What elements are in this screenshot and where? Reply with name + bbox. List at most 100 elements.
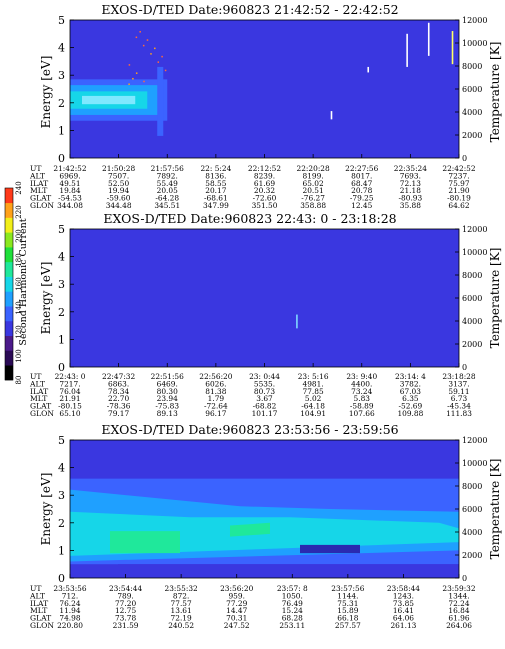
noise-point	[143, 80, 145, 83]
table-cell: 11.94	[59, 606, 80, 615]
noise-point	[128, 83, 130, 85]
floor	[118, 564, 459, 578]
table-cell: 872.	[173, 591, 189, 600]
panel-3-title: EXOS-D/TED Date:960823 23:53:56 - 23:59:…	[101, 422, 398, 437]
band-level-4	[230, 522, 270, 537]
table-cell: -59.60	[107, 194, 131, 203]
table-cell: 712.	[62, 591, 78, 600]
y-tick-label: 1	[58, 544, 65, 557]
y-tick-label: 1	[58, 333, 65, 346]
table-cell: 358.88	[300, 201, 326, 210]
table-cell: 253.11	[279, 621, 305, 630]
table-cell: 7892.	[157, 171, 178, 180]
table-cell: 22:20:28	[297, 164, 330, 173]
y-tick-label: 3	[58, 489, 65, 502]
y2-tick-label: 4000	[462, 108, 482, 117]
table-cell: 3782.	[400, 379, 421, 388]
panel-3: EXOS-D/TED Date:960823 23:53:56 - 23:59:…	[29, 422, 502, 630]
table-cell: -68.61	[204, 194, 228, 203]
table-cell: 23:55:32	[165, 584, 198, 593]
y-tick-label: 1	[58, 124, 65, 137]
table-cell: 21.90	[448, 186, 469, 195]
table-cell: 789.	[117, 591, 133, 600]
y2-tick-label: 8000	[462, 271, 482, 280]
table-cell: 67.03	[400, 387, 421, 396]
panel-2-background	[70, 229, 459, 367]
band-peak	[82, 95, 136, 105]
noise-point	[146, 39, 149, 41]
table-cell: 59.11	[448, 387, 469, 396]
y2-tick-label: 2000	[462, 340, 482, 349]
colorbar-swatch	[5, 276, 13, 292]
noise-point	[135, 72, 138, 74]
table-cell: 7217.	[59, 379, 80, 388]
noise-point	[128, 64, 131, 66]
colorbar-swatch	[5, 247, 13, 263]
y2-tick-label: 8000	[462, 482, 482, 491]
table-cell: 261.13	[390, 621, 416, 630]
table-cell: 72.19	[171, 614, 192, 623]
table-cell: 6.73	[451, 394, 468, 403]
y2-tick-label: 12000	[462, 225, 487, 234]
panel-1-y2-axis-label: Temperature [K]	[488, 42, 502, 143]
table-cell: 1.79	[208, 394, 225, 403]
y2-tick-label: 4000	[462, 317, 482, 326]
table-cell: -58.89	[350, 402, 374, 411]
table-cell: 344.08	[57, 201, 83, 210]
colorbar-swatch	[5, 232, 13, 248]
colorbar-swatch	[5, 306, 13, 322]
colorbar-swatch	[5, 365, 13, 381]
colorbar-tick-label: 180	[15, 253, 23, 266]
table-cell: 22:35:24	[394, 164, 427, 173]
table-cell: 12.45	[351, 201, 372, 210]
table-row-label: GLON	[30, 621, 54, 630]
table-cell: -80.15	[58, 402, 82, 411]
table-cell: 16.84	[448, 606, 469, 615]
y-tick-label: 2	[58, 517, 65, 530]
table-cell: 23:18:28	[442, 372, 475, 381]
table-cell: 7507.	[108, 171, 129, 180]
table-row-label: GLAT	[30, 614, 51, 623]
y-tick-label: 5	[58, 14, 65, 27]
table-cell: 23:57:56	[331, 584, 364, 593]
colorbar-tick-label: 80	[15, 376, 23, 385]
y-tick-label: 5	[58, 223, 65, 236]
table-cell: 77.85	[303, 387, 324, 396]
table-cell: 15.89	[337, 606, 358, 615]
table-cell: -54.53	[58, 194, 82, 203]
table-cell: 107.66	[349, 409, 375, 418]
table-cell: 15.24	[282, 606, 303, 615]
y2-tick-label: 8000	[462, 62, 482, 71]
table-cell: 68.47	[351, 179, 372, 188]
table-cell: 73.85	[393, 599, 414, 608]
noise-point	[139, 31, 141, 33]
table-cell: 81.38	[205, 387, 226, 396]
table-cell: 104.91	[300, 409, 326, 418]
table-cell: 109.88	[397, 409, 423, 418]
colorbar-label: Second Harmonic Current	[18, 218, 29, 345]
table-cell: 96.17	[205, 409, 226, 418]
y2-tick-label: 2000	[462, 131, 482, 140]
table-cell: 5.02	[305, 394, 321, 403]
panel-2-plot-area: 0 1 2 3 4 5 0 2000 4000 6000 8000 10000 12000 UTALTIL…	[29, 223, 487, 418]
table-cell: 345.51	[154, 201, 180, 210]
table-cell: 8239.	[254, 171, 275, 180]
table-cell: -68.82	[253, 402, 277, 411]
table-cell: -75.83	[155, 402, 179, 411]
table-cell: 23: 5:16	[298, 372, 329, 381]
table-cell: 23:54:44	[109, 584, 142, 593]
table-cell: 79.17	[108, 409, 129, 418]
noise-point	[132, 77, 134, 80]
table-cell: 240.52	[168, 621, 194, 630]
table-cell: 76.49	[282, 599, 303, 608]
noise-point	[150, 53, 152, 55]
table-cell: 73.24	[351, 387, 372, 396]
table-cell: 80.73	[254, 387, 275, 396]
colorbar-swatch	[5, 188, 13, 204]
table-cell: 22: 5:24	[200, 164, 231, 173]
table-cell: 12.75	[115, 606, 136, 615]
colorbar-tick-label: 200	[15, 229, 23, 242]
table-cell: 22:27:56	[345, 164, 378, 173]
table-cell: 14.47	[226, 606, 247, 615]
table-row-label: ALT	[29, 379, 45, 388]
